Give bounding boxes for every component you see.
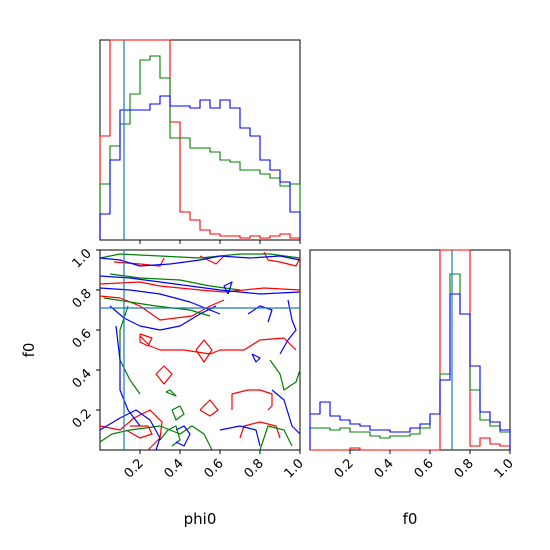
x-axis-label-f0: f0 bbox=[403, 510, 418, 528]
joint-ytick-label: 0.6 bbox=[70, 326, 95, 351]
contour-green-18 bbox=[269, 359, 301, 391]
f0-hist-xtick-label: 0.8 bbox=[452, 456, 477, 481]
contour-blue-32 bbox=[271, 389, 301, 435]
contour-red-5 bbox=[139, 335, 297, 355]
contour-red-7 bbox=[195, 339, 213, 363]
phi0-histogram-ticks bbox=[139, 240, 301, 244]
contour-green-16 bbox=[103, 297, 211, 317]
contour-red-9 bbox=[199, 399, 219, 417]
contour-red-10 bbox=[231, 389, 273, 411]
contour-blue-25 bbox=[99, 275, 301, 295]
phi0-histogram-series bbox=[99, 39, 301, 240]
contour-blue-29 bbox=[279, 299, 297, 355]
contour-red-8 bbox=[155, 365, 173, 385]
joint-xtick-label: 0.4 bbox=[162, 456, 187, 481]
contour-blue-28 bbox=[115, 325, 141, 427]
joint-xtick-label: 0.8 bbox=[242, 456, 267, 481]
joint-contour-lines bbox=[99, 251, 301, 451]
joint-ytick-label: 0.4 bbox=[70, 366, 95, 391]
f0-histogram-blue bbox=[309, 293, 511, 450]
contour-red-11 bbox=[239, 421, 281, 439]
contour-blue-36 bbox=[223, 281, 233, 295]
joint-ytick-label: 0.2 bbox=[70, 406, 95, 431]
contour-green-17 bbox=[119, 305, 141, 395]
f0-hist-xtick-label: 0.6 bbox=[412, 456, 437, 481]
y-axis-label-f0: f0 bbox=[20, 343, 38, 358]
phi0-histogram-red bbox=[99, 39, 301, 240]
joint-xtick-label: 1.0 bbox=[282, 456, 307, 481]
contour-blue-34 bbox=[175, 425, 191, 447]
contour-red-6 bbox=[139, 333, 153, 347]
contour-blue-27 bbox=[109, 305, 217, 331]
phi0-histogram-blue bbox=[99, 95, 301, 240]
f0-hist-xtick-label: 0.4 bbox=[372, 456, 397, 481]
f0-hist-xtick-label: 1.0 bbox=[492, 456, 517, 481]
panel-phi0-histogram bbox=[99, 39, 301, 244]
contour-red-13 bbox=[125, 425, 153, 439]
f0-histogram-series bbox=[309, 249, 511, 451]
contour-green-21 bbox=[171, 405, 185, 421]
f0-histogram-x-ticks: 0.2 0.4 0.6 0.8 1.0 bbox=[332, 450, 517, 481]
contour-blue-31 bbox=[251, 353, 261, 363]
joint-xtick-label: 0.6 bbox=[202, 456, 227, 481]
contour-red-3 bbox=[99, 281, 301, 293]
contour-blue-24 bbox=[99, 255, 301, 267]
joint-xtick-label: 0.2 bbox=[122, 456, 147, 481]
contour-green-22 bbox=[259, 425, 293, 451]
joint-y-ticks: 0.2 0.4 0.6 0.8 1.0 bbox=[70, 246, 100, 431]
contour-blue-35 bbox=[219, 425, 261, 447]
contour-green-19 bbox=[165, 389, 177, 397]
joint-x-ticks: 0.2 0.4 0.6 0.8 1.0 bbox=[122, 450, 307, 481]
panel-joint-phi0-f0: 0.2 0.4 0.6 0.8 1.0 0.2 0.4 0.6 0.8 1.0 phi0 f0 bbox=[20, 246, 307, 528]
joint-ytick-label: 0.8 bbox=[70, 286, 95, 311]
contour-blue-33 bbox=[99, 409, 161, 451]
contour-green-15 bbox=[109, 273, 241, 291]
contour-green-14 bbox=[99, 253, 301, 259]
contour-red-4 bbox=[99, 295, 225, 321]
f0-hist-xtick-label: 0.2 bbox=[332, 456, 357, 481]
panel-phi0-histogram-frame bbox=[99, 39, 301, 241]
panel-joint-frame bbox=[99, 249, 301, 451]
x-axis-label-phi0: phi0 bbox=[184, 510, 217, 528]
phi0-histogram-green bbox=[99, 55, 301, 240]
joint-ytick-label: 1.0 bbox=[70, 246, 95, 271]
contour-green-20 bbox=[99, 425, 213, 451]
panel-f0-histogram: 0.2 0.4 0.6 0.8 1.0 f0 bbox=[309, 249, 517, 528]
f0-histogram-green bbox=[309, 273, 511, 450]
contour-blue-26 bbox=[99, 287, 221, 315]
